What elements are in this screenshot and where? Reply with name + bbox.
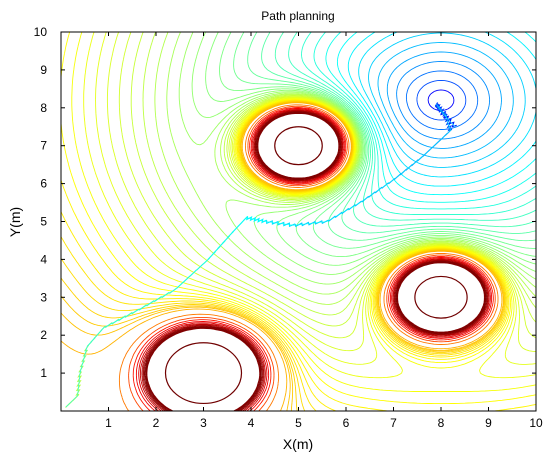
path-centerline	[65, 103, 456, 408]
x-tick-label-8: 8	[438, 416, 445, 430]
contour-level-9	[336, 32, 536, 196]
contour-level-8	[347, 32, 536, 187]
contour-level-45	[139, 109, 490, 411]
y-tick-label-9: 9	[40, 63, 47, 77]
contour-level-42	[132, 107, 494, 411]
contour-level-52	[146, 112, 485, 411]
contour-level-2	[405, 70, 479, 130]
contour-level-19	[205, 32, 536, 266]
path-segment-10	[266, 220, 296, 228]
y-tick-label-7: 7	[40, 139, 47, 153]
contour-level-48	[143, 111, 488, 411]
contour-level-10	[325, 32, 536, 203]
obstacles	[164, 126, 468, 405]
contour-level-5	[377, 42, 514, 159]
contour-level-1	[416, 79, 467, 121]
path-segment-18	[434, 102, 443, 113]
plot-area	[61, 32, 536, 411]
contour-level-39	[61, 102, 503, 411]
x-tick-label-1: 1	[105, 416, 112, 430]
planned-path	[65, 102, 457, 408]
contour-level-3	[396, 61, 491, 140]
contour-level-7	[358, 32, 536, 178]
x-tick-label-10: 10	[529, 416, 543, 430]
x-tick-label-4: 4	[248, 416, 255, 430]
obstacle-2	[164, 342, 243, 405]
x-tick-label-5: 5	[295, 416, 302, 430]
obstacle-1	[414, 275, 468, 319]
contour-level-24	[142, 32, 536, 316]
contour-level-29	[83, 32, 536, 379]
y-tick-label-2: 2	[40, 328, 47, 342]
contour-level-4	[386, 51, 502, 149]
contour-level-43	[135, 108, 493, 411]
contour-level-22	[166, 32, 536, 295]
contour-level-27	[106, 32, 536, 352]
contour-level-14	[274, 32, 536, 228]
contour-level-28	[95, 32, 536, 365]
y-axis-label: Y(m)	[7, 207, 23, 237]
x-axis-label: X(m)	[283, 436, 313, 452]
x-tick-label-6: 6	[343, 416, 350, 430]
contour-level-20	[191, 32, 536, 275]
x-tick-label-9: 9	[485, 416, 492, 430]
chart-title: Path planning	[261, 9, 334, 23]
contour-level-23	[154, 32, 536, 305]
x-tick-label-2: 2	[153, 416, 160, 430]
y-tick-label-8: 8	[40, 101, 47, 115]
contour-level-32	[61, 99, 536, 411]
y-tick-label-3: 3	[40, 290, 47, 304]
contour-level-47	[142, 110, 488, 411]
contour-level-34	[61, 100, 508, 411]
contour-level-25	[130, 32, 536, 327]
y-tick-label-6: 6	[40, 177, 47, 191]
y-tick-label-10: 10	[34, 25, 48, 39]
contour-level-31	[61, 32, 536, 405]
y-tick-label-1: 1	[40, 366, 47, 380]
contour-lines	[61, 32, 536, 411]
contour-level-16	[247, 32, 536, 242]
contour-level-26	[118, 32, 536, 339]
contour-level-46	[141, 110, 489, 411]
contour-level-18	[219, 32, 536, 258]
contour-level-40	[118, 104, 499, 411]
y-tick-label-5: 5	[40, 215, 47, 229]
contour-level-17	[233, 32, 536, 249]
contour-level-21	[178, 32, 536, 285]
contour-level-41	[128, 105, 496, 411]
contour-level-6	[368, 32, 526, 168]
path-segment-1	[75, 371, 83, 396]
contour-level-38	[61, 101, 504, 411]
x-tick-label-3: 3	[200, 416, 207, 430]
path-segment-9	[245, 216, 267, 224]
y-tick-label-4: 4	[40, 252, 47, 266]
contour-level-12	[301, 32, 536, 215]
contour-level-15	[261, 32, 536, 234]
contour-level-13	[288, 32, 536, 221]
obstacle-0	[274, 126, 323, 166]
axis-ticks: 1 2 3 4 5 6 7 8 9 10 1 2 3 4 5 6 7 8 9 10	[34, 25, 543, 430]
x-tick-label-7: 7	[390, 416, 397, 430]
